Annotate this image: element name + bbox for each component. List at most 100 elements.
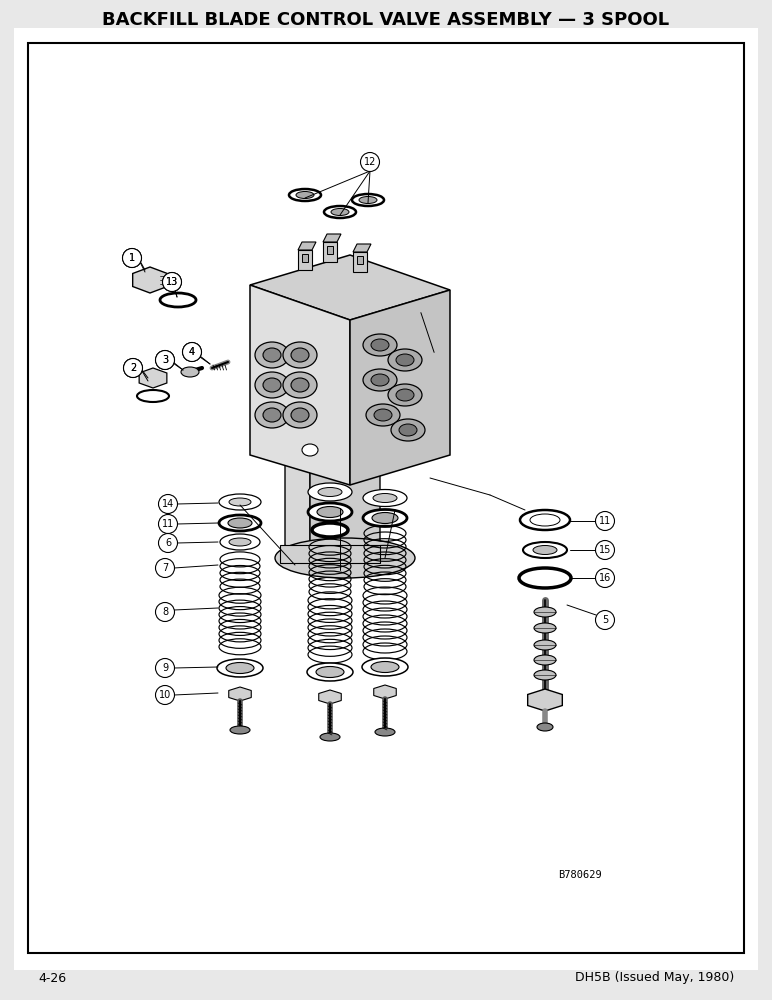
Polygon shape	[310, 455, 380, 565]
Ellipse shape	[396, 354, 414, 366]
Ellipse shape	[519, 568, 571, 588]
Polygon shape	[139, 368, 167, 388]
Text: 9: 9	[162, 663, 168, 673]
Text: 8: 8	[162, 607, 168, 617]
Ellipse shape	[371, 339, 389, 351]
Ellipse shape	[275, 538, 415, 578]
Circle shape	[158, 534, 178, 552]
Circle shape	[155, 686, 174, 704]
Ellipse shape	[534, 607, 556, 617]
Bar	[280, 545, 380, 563]
Ellipse shape	[283, 342, 317, 368]
Ellipse shape	[534, 655, 556, 665]
Bar	[302, 254, 308, 262]
Ellipse shape	[255, 402, 289, 428]
Polygon shape	[285, 455, 310, 565]
Ellipse shape	[371, 374, 389, 386]
Ellipse shape	[359, 196, 377, 204]
Ellipse shape	[217, 659, 263, 677]
Circle shape	[155, 351, 174, 369]
Text: 15: 15	[599, 545, 611, 555]
Text: 3: 3	[162, 355, 168, 365]
Ellipse shape	[534, 623, 556, 633]
Text: 5: 5	[602, 615, 608, 625]
Ellipse shape	[318, 488, 342, 496]
Circle shape	[595, 568, 615, 587]
Ellipse shape	[374, 409, 392, 421]
Polygon shape	[250, 285, 350, 485]
Ellipse shape	[229, 498, 251, 506]
Polygon shape	[229, 687, 251, 701]
Circle shape	[124, 359, 143, 377]
Polygon shape	[298, 250, 312, 270]
Ellipse shape	[291, 378, 309, 392]
Text: 10: 10	[159, 690, 171, 700]
Circle shape	[158, 494, 178, 514]
Polygon shape	[250, 255, 450, 320]
Text: 13: 13	[166, 277, 178, 287]
Polygon shape	[323, 242, 337, 262]
Ellipse shape	[331, 209, 349, 216]
Ellipse shape	[375, 728, 395, 736]
Circle shape	[162, 272, 181, 292]
Ellipse shape	[230, 726, 250, 734]
Ellipse shape	[523, 542, 567, 558]
Circle shape	[124, 359, 143, 377]
Circle shape	[158, 514, 178, 534]
Text: 4-26: 4-26	[38, 972, 66, 984]
Text: 7: 7	[162, 563, 168, 573]
Ellipse shape	[530, 514, 560, 526]
Circle shape	[182, 342, 201, 361]
Circle shape	[182, 342, 201, 361]
Circle shape	[595, 512, 615, 530]
Polygon shape	[298, 242, 316, 250]
Ellipse shape	[312, 523, 348, 537]
Polygon shape	[528, 689, 562, 711]
Ellipse shape	[534, 670, 556, 680]
Text: DH5B (Issued May, 1980): DH5B (Issued May, 1980)	[574, 972, 734, 984]
Ellipse shape	[371, 662, 399, 672]
Ellipse shape	[263, 408, 281, 422]
Circle shape	[155, 558, 174, 578]
Polygon shape	[350, 290, 450, 485]
Ellipse shape	[366, 404, 400, 426]
Circle shape	[595, 540, 615, 560]
Ellipse shape	[255, 342, 289, 368]
Ellipse shape	[296, 192, 314, 198]
Text: 12: 12	[364, 157, 376, 167]
Ellipse shape	[316, 666, 344, 678]
Ellipse shape	[520, 510, 570, 530]
Circle shape	[123, 248, 141, 267]
Circle shape	[155, 351, 174, 369]
Polygon shape	[374, 685, 396, 699]
Bar	[327, 246, 333, 254]
Text: 6: 6	[165, 538, 171, 548]
Ellipse shape	[283, 402, 317, 428]
Text: 11: 11	[162, 519, 174, 529]
Text: BACKFILL BLADE CONTROL VALVE ASSEMBLY — 3 SPOOL: BACKFILL BLADE CONTROL VALVE ASSEMBLY — …	[103, 11, 669, 29]
Text: 1: 1	[129, 253, 135, 263]
Ellipse shape	[320, 733, 340, 741]
Ellipse shape	[533, 546, 557, 554]
Ellipse shape	[219, 494, 261, 510]
Ellipse shape	[399, 424, 417, 436]
Ellipse shape	[363, 510, 407, 526]
Ellipse shape	[291, 348, 309, 362]
Polygon shape	[323, 234, 341, 242]
Polygon shape	[353, 252, 367, 272]
Circle shape	[155, 658, 174, 678]
Ellipse shape	[307, 663, 353, 681]
Ellipse shape	[308, 483, 352, 501]
Ellipse shape	[137, 390, 169, 402]
Text: 4: 4	[189, 347, 195, 357]
Ellipse shape	[289, 189, 321, 201]
Ellipse shape	[352, 194, 384, 206]
Ellipse shape	[317, 506, 343, 518]
Text: B780629: B780629	[558, 870, 602, 880]
Text: 2: 2	[130, 363, 136, 373]
Circle shape	[155, 602, 174, 621]
Circle shape	[361, 152, 380, 172]
Ellipse shape	[324, 206, 356, 218]
Text: 11: 11	[599, 516, 611, 526]
Text: 2: 2	[130, 363, 136, 373]
